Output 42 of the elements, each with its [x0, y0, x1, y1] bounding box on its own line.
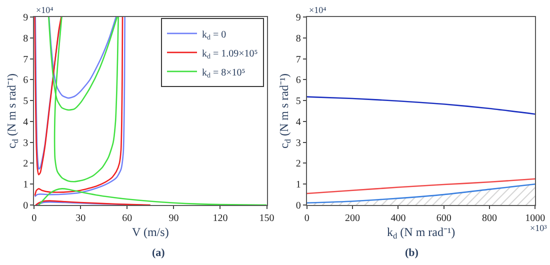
x-tick-label: 30: [76, 213, 86, 224]
legend-label: k$_{d}$ = 1.09×10⁵: [202, 48, 258, 60]
x-tick-label: 60: [122, 213, 132, 224]
y-tick-label: 8: [296, 33, 301, 44]
x-tick-label: 150: [259, 213, 274, 224]
y-tick-label: 9: [23, 12, 28, 24]
x-tick-label: 90: [168, 213, 179, 224]
x-axis-title: V (m/s): [132, 224, 169, 239]
y-tick-label: 5: [296, 96, 301, 108]
text: ×10³: [530, 223, 548, 233]
y-tick-label: 6: [296, 75, 301, 86]
y-tick-label: 3: [296, 138, 301, 149]
x-tick-label: 800: [482, 213, 497, 224]
y-tick-label: 2: [296, 158, 301, 170]
y-tick-label: 8: [23, 33, 28, 44]
x-tick-label: 200: [345, 213, 360, 224]
x-tick-label: 0: [304, 213, 310, 224]
y-tick-label: 2: [23, 158, 28, 170]
y-tick-label: 4: [296, 116, 301, 128]
y-tick-label: 1: [296, 180, 301, 191]
y-tick-label: 1: [23, 180, 28, 191]
y-tick-label: 7: [296, 54, 301, 66]
legend-label: k$_{d}$ = 0: [202, 29, 226, 42]
y-tick-label: 3: [23, 138, 28, 149]
x-tick-label: 1000: [525, 213, 546, 224]
text: ×10⁴: [36, 5, 54, 15]
y-tick-label: 0: [296, 200, 301, 212]
y-tick-label: 4: [23, 116, 28, 128]
text: ×10⁴: [309, 5, 326, 15]
x-axis-title: k$_{d}$ (N m rad⁻¹): [386, 224, 456, 240]
x-tick-label: 0: [32, 213, 37, 224]
x-tick-label: 400: [390, 213, 406, 224]
legend-label: k$_{d}$ = 8×10⁵: [202, 67, 246, 80]
y-tick-label: 5: [23, 96, 28, 108]
text: (b): [405, 247, 419, 259]
y-tick-label: 7: [23, 54, 28, 66]
text: (a): [152, 247, 166, 259]
y-tick-label: 6: [23, 75, 28, 86]
y-tick-label: 9: [296, 12, 301, 24]
x-tick-label: 120: [212, 213, 228, 224]
y-tick-label: 0: [23, 200, 28, 212]
x-tick-label: 600: [436, 213, 452, 224]
